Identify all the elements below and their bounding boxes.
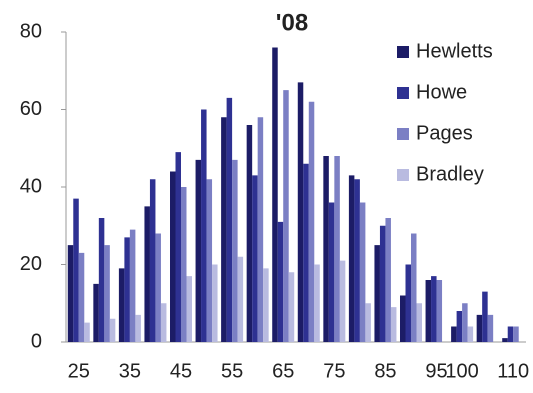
bar bbox=[431, 276, 437, 342]
bar bbox=[195, 159, 202, 342]
bar bbox=[263, 268, 269, 342]
bar bbox=[155, 233, 161, 342]
bar bbox=[354, 179, 360, 342]
bar bbox=[201, 109, 207, 342]
y-tick-label: 0 bbox=[31, 330, 42, 352]
bar bbox=[272, 47, 278, 342]
y-tick-label: 60 bbox=[20, 98, 42, 120]
bar bbox=[308, 101, 315, 342]
bar bbox=[186, 276, 192, 342]
legend-swatch bbox=[397, 128, 409, 140]
bar bbox=[118, 268, 125, 342]
bar bbox=[93, 283, 99, 342]
bar bbox=[303, 163, 309, 342]
bar bbox=[462, 303, 468, 342]
x-tick-label: 75 bbox=[323, 360, 345, 382]
x-tick-label: 65 bbox=[272, 360, 294, 382]
bar bbox=[67, 245, 74, 342]
legend-label: Pages bbox=[416, 122, 473, 144]
bar bbox=[149, 179, 156, 342]
bar bbox=[416, 303, 422, 342]
bar bbox=[482, 291, 488, 342]
bar bbox=[170, 171, 176, 342]
bar bbox=[339, 260, 346, 342]
legend-label: Howe bbox=[416, 81, 467, 103]
bar bbox=[400, 295, 406, 342]
bar bbox=[257, 117, 264, 342]
bar bbox=[502, 338, 508, 342]
bar bbox=[78, 252, 85, 342]
bar bbox=[73, 198, 79, 342]
x-tick-label: 35 bbox=[119, 360, 141, 382]
x-tick-label: 55 bbox=[221, 360, 243, 382]
bar bbox=[135, 314, 141, 342]
bar bbox=[476, 314, 483, 342]
bar bbox=[232, 159, 238, 342]
bar bbox=[98, 218, 105, 342]
bar bbox=[212, 264, 218, 342]
chart-title: '08 bbox=[276, 9, 308, 36]
bar bbox=[328, 202, 335, 342]
bar bbox=[436, 280, 443, 342]
bar bbox=[405, 264, 411, 342]
bar bbox=[487, 314, 494, 342]
y-tick-label: 20 bbox=[20, 253, 42, 275]
legend-label: Bradley bbox=[416, 163, 484, 185]
bar bbox=[451, 326, 457, 342]
bar bbox=[175, 152, 181, 342]
bar bbox=[283, 90, 289, 342]
bar bbox=[297, 82, 304, 342]
bar bbox=[206, 179, 213, 342]
bar bbox=[513, 326, 519, 342]
legend-swatch bbox=[397, 87, 409, 99]
y-tick-label: 80 bbox=[20, 20, 42, 42]
bar bbox=[314, 264, 320, 342]
bar bbox=[277, 221, 284, 342]
bar bbox=[390, 307, 397, 342]
bar bbox=[246, 125, 253, 342]
bar bbox=[124, 237, 130, 342]
bar bbox=[507, 326, 514, 342]
bar bbox=[144, 206, 150, 342]
legend-swatch bbox=[397, 46, 409, 58]
bar bbox=[129, 229, 136, 342]
bar bbox=[411, 233, 417, 342]
bar bbox=[288, 272, 295, 342]
bar bbox=[374, 245, 380, 342]
bar bbox=[467, 326, 474, 342]
x-tick-label: 110 bbox=[497, 360, 529, 382]
legend-label: Hewletts bbox=[416, 40, 493, 62]
bar bbox=[109, 318, 116, 342]
bar bbox=[181, 187, 187, 342]
bar bbox=[104, 245, 110, 342]
bar bbox=[221, 117, 227, 342]
bar bbox=[425, 280, 432, 342]
bar bbox=[160, 303, 167, 342]
x-tick-label: 100 bbox=[445, 360, 478, 382]
bar bbox=[385, 218, 391, 342]
bar bbox=[359, 202, 366, 342]
x-tick-label: 85 bbox=[374, 360, 396, 382]
x-tick-label: 25 bbox=[68, 360, 90, 382]
bar bbox=[365, 303, 371, 342]
y-tick-label: 40 bbox=[20, 175, 42, 197]
bar bbox=[323, 156, 329, 342]
bar bbox=[379, 225, 386, 342]
bar bbox=[84, 322, 90, 342]
bar bbox=[252, 175, 258, 342]
bar bbox=[237, 256, 244, 342]
x-tick-label: 45 bbox=[170, 360, 192, 382]
bar bbox=[334, 156, 340, 342]
x-tick-label: 95 bbox=[425, 360, 447, 382]
bar bbox=[226, 97, 233, 342]
bar bbox=[348, 175, 355, 342]
bar bbox=[456, 311, 463, 342]
legend-swatch bbox=[397, 169, 409, 181]
